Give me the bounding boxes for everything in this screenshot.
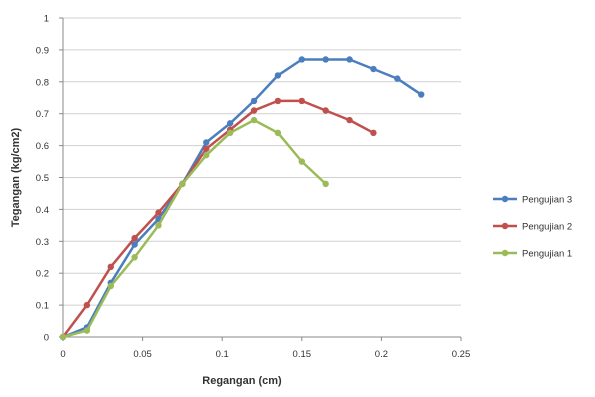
data-point [83,327,91,334]
data-point [203,145,210,152]
data-point [250,116,258,124]
y-tick-label: 0.3 [36,237,49,248]
data-point [322,180,329,188]
x-tick-label: 0.15 [293,349,312,360]
legend-marker [501,249,509,257]
data-point [370,129,377,137]
data-point [203,151,210,159]
y-axis-title: Tegangan (kg/cm2) [10,127,22,227]
data-point [203,139,210,146]
data-point [250,107,258,114]
series-line [62,58,422,339]
data-point [274,72,282,79]
data-point [250,97,258,105]
legend-marker [501,195,509,203]
axes: 0 0.1 0.2 0.3 0.4 0.5 0.6 0.7 0.8 0.9 1 0 0.05 0.1 0.1… [36,14,470,361]
y-tick-label: 0.4 [36,205,49,216]
series-group [59,56,425,341]
legend-label: Pengujian 3 [522,195,572,206]
legend: Pengujian 3 Pengujian 2 Pengujian 1 [493,195,572,260]
y-tick-label: 0.5 [36,173,49,184]
x-tick-label: 0.2 [375,349,388,360]
y-tick-label: 0.6 [36,141,49,152]
data-point [370,65,377,73]
data-point [346,56,353,63]
x-tick-label: 0.1 [216,349,229,360]
data-point [155,209,162,216]
data-point [131,241,138,248]
data-point [107,263,114,271]
x-tick-label: 0.05 [133,349,152,360]
data-point [83,301,91,309]
y-tick-label: 0.9 [36,45,49,56]
data-point [298,97,305,105]
y-tick-label: 0.7 [36,109,49,120]
data-point [226,120,234,127]
legend-marker [501,222,509,230]
data-point [322,56,329,63]
data-point [131,254,138,261]
y-tick-label: 1 [44,14,49,25]
legend-label: Pengujian 1 [522,249,572,260]
data-point [298,56,305,63]
data-point [298,158,305,165]
x-tick-label: 0.25 [452,349,471,360]
data-point [59,333,67,341]
grid [63,17,461,306]
series-line [61,99,374,338]
y-tick-label: 0.1 [36,301,49,312]
y-tick-label: 0.8 [36,77,49,88]
legend-label: Pengujian 2 [522,222,572,233]
x-tick-label: 0 [60,349,65,360]
data-point [155,222,162,229]
data-point [179,180,186,188]
data-point [274,129,282,137]
data-point [346,116,353,124]
data-point [131,234,138,242]
x-axis-title: Regangan (cm) [202,375,282,387]
data-point [274,97,282,105]
y-tick-label: 0.2 [36,269,49,280]
data-point [107,282,114,290]
data-point [322,107,329,114]
data-point [394,75,401,82]
y-tick-label: 0 [44,333,49,344]
data-point [226,129,234,137]
data-point [418,91,425,98]
series-line [62,118,327,339]
